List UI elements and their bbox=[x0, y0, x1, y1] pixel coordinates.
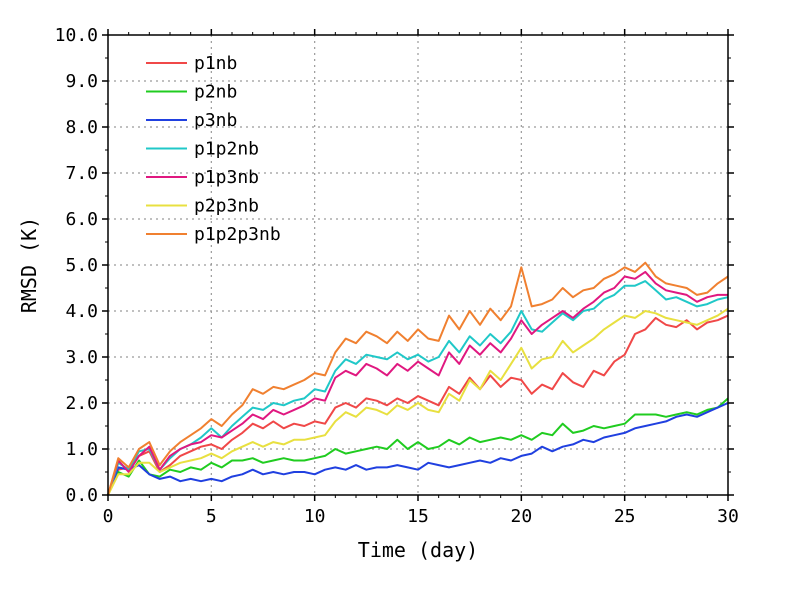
x-tick-label: 15 bbox=[407, 506, 429, 527]
x-axis-title: Time (day) bbox=[358, 538, 478, 562]
y-axis-title: RMSD (K) bbox=[17, 217, 41, 313]
grid-lines bbox=[108, 35, 728, 495]
legend-label-p1p2p3nb: p1p2p3nb bbox=[194, 224, 281, 245]
y-tick-label: 1.0 bbox=[65, 439, 98, 460]
legend-label-p2nb: p2nb bbox=[194, 82, 237, 103]
x-tick-label: 25 bbox=[614, 506, 636, 527]
y-tick-label: 7.0 bbox=[65, 163, 98, 184]
y-tick-label: 6.0 bbox=[65, 209, 98, 230]
x-tick-label: 0 bbox=[103, 506, 114, 527]
x-tick-label: 20 bbox=[510, 506, 532, 527]
y-tick-label: 10.0 bbox=[55, 25, 98, 46]
x-tick-label: 30 bbox=[717, 506, 739, 527]
legend-label-p1nb: p1nb bbox=[194, 53, 237, 74]
series-line-p3nb bbox=[107, 402, 729, 496]
y-tick-label: 3.0 bbox=[65, 347, 98, 368]
series-line-p2nb bbox=[107, 397, 729, 496]
x-tick-label: 5 bbox=[206, 506, 217, 527]
legend: p1nb p2nb p3nb p1p2nb p1p3nb p2p3nb p1p2p3nb bbox=[146, 53, 281, 245]
axis-ticks: 0 5 10 15 20 25 30 0.0 1.0 2.0 3.0 4.0 5.0 6.0 7.0 8.0 9… bbox=[55, 25, 739, 527]
series-line-p1p3nb bbox=[107, 270, 728, 496]
legend-label-p1p2nb: p1p2nb bbox=[194, 139, 259, 160]
y-tick-label: 9.0 bbox=[65, 71, 98, 92]
legend-label-p3nb: p3nb bbox=[194, 110, 237, 131]
series-line-p1nb bbox=[107, 314, 729, 496]
series-lines bbox=[107, 261, 729, 496]
legend-label-p1p3nb: p1p3nb bbox=[194, 167, 259, 188]
y-tick-label: 0.0 bbox=[65, 485, 98, 506]
legend-label-p2p3nb: p2p3nb bbox=[194, 196, 259, 217]
y-tick-label: 8.0 bbox=[65, 117, 98, 138]
series-line-p1p2p3nb bbox=[107, 261, 729, 496]
x-tick-label: 10 bbox=[304, 506, 326, 527]
series-line-p2p3nb bbox=[107, 307, 729, 496]
y-tick-label: 5.0 bbox=[65, 255, 98, 276]
series-line-p1p2nb bbox=[107, 280, 729, 496]
y-tick-label: 2.0 bbox=[65, 393, 98, 414]
y-tick-label: 4.0 bbox=[65, 301, 98, 322]
